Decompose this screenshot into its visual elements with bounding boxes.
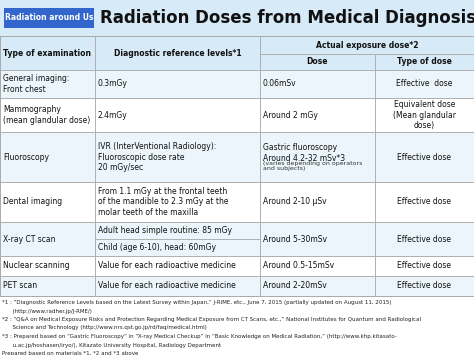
Bar bbox=[95, 222, 260, 239]
Text: (http://www.radher.jp/J-RME/): (http://www.radher.jp/J-RME/) bbox=[2, 308, 92, 313]
Bar bbox=[0, 70, 95, 98]
Text: Prepared based on materials *1, *2 and *3 above: Prepared based on materials *1, *2 and *… bbox=[2, 351, 138, 355]
Bar bbox=[0, 0, 474, 36]
Text: Effective  dose: Effective dose bbox=[396, 80, 453, 88]
Text: Effective dose: Effective dose bbox=[398, 235, 452, 244]
Text: Child (age 6-10), head: 60mGy: Child (age 6-10), head: 60mGy bbox=[98, 243, 216, 252]
Bar bbox=[260, 36, 474, 54]
Text: Science and Technology (http://www.nrs.qst.go.jp/rd/faq/medical.html): Science and Technology (http://www.nrs.q… bbox=[2, 326, 207, 331]
Bar bbox=[95, 222, 260, 256]
Bar bbox=[95, 70, 260, 98]
Text: Diagnostic reference levels*1: Diagnostic reference levels*1 bbox=[114, 49, 241, 58]
Text: Effective dose: Effective dose bbox=[398, 282, 452, 290]
Bar bbox=[0, 132, 95, 182]
Text: Around 2-20mSv: Around 2-20mSv bbox=[263, 282, 327, 290]
Text: Nuclear scanning: Nuclear scanning bbox=[3, 262, 70, 271]
Bar bbox=[95, 182, 260, 222]
Text: *3 : Prepared based on “Gastric Fluoroscopy” in “X-ray Medical Checkup” in “Basi: *3 : Prepared based on “Gastric Fluorosc… bbox=[2, 334, 397, 339]
Text: Effective dose: Effective dose bbox=[398, 153, 452, 162]
Text: Dose: Dose bbox=[307, 58, 328, 66]
Bar bbox=[260, 182, 375, 222]
Bar bbox=[0, 182, 95, 222]
Bar bbox=[375, 70, 474, 98]
Bar bbox=[375, 132, 474, 182]
Text: (varies depending on operators
and subjects): (varies depending on operators and subje… bbox=[263, 160, 363, 171]
Text: X-ray CT scan: X-ray CT scan bbox=[3, 235, 55, 244]
Text: Equivalent dose
(Mean glandular
dose): Equivalent dose (Mean glandular dose) bbox=[393, 100, 456, 130]
Text: Dental imaging: Dental imaging bbox=[3, 197, 62, 207]
Bar bbox=[375, 222, 474, 256]
Bar bbox=[375, 54, 474, 70]
Bar bbox=[95, 256, 260, 276]
Text: Gastric fluoroscopy
Around 4.2-32 mSv*3: Gastric fluoroscopy Around 4.2-32 mSv*3 bbox=[263, 143, 345, 163]
Text: IVR (InterVentional Radiology):
Fluoroscopic dose rate
20 mGy/sec: IVR (InterVentional Radiology): Fluorosc… bbox=[98, 142, 216, 172]
Bar bbox=[95, 98, 260, 132]
Text: Type of dose: Type of dose bbox=[397, 58, 452, 66]
Text: Actual exposure dose*2: Actual exposure dose*2 bbox=[316, 40, 418, 49]
Bar bbox=[260, 222, 375, 256]
Text: Adult head simple routine: 85 mGy: Adult head simple routine: 85 mGy bbox=[98, 226, 232, 235]
Text: 2.4mGy: 2.4mGy bbox=[98, 110, 128, 120]
Text: Radiation around Us: Radiation around Us bbox=[5, 13, 93, 22]
Text: Value for each radioactive medicine: Value for each radioactive medicine bbox=[98, 262, 236, 271]
Bar bbox=[0, 36, 95, 70]
Bar bbox=[260, 132, 375, 182]
Text: *2 : “Q&A on Medical Exposure Risks and Protection Regarding Medical Exposure fr: *2 : “Q&A on Medical Exposure Risks and … bbox=[2, 317, 421, 322]
Bar bbox=[95, 132, 260, 182]
Bar bbox=[0, 222, 95, 256]
Text: u.ac.jp/hoshasen/iryo/), Kitazato University Hospital, Radiology Department: u.ac.jp/hoshasen/iryo/), Kitazato Univer… bbox=[2, 343, 221, 348]
Bar bbox=[95, 239, 260, 256]
Bar bbox=[4, 8, 94, 28]
Bar bbox=[0, 276, 95, 296]
Text: General imaging:
Front chest: General imaging: Front chest bbox=[3, 74, 69, 94]
Text: 0.3mGy: 0.3mGy bbox=[98, 80, 128, 88]
Bar bbox=[375, 98, 474, 132]
Text: Radiation Doses from Medical Diagnosis: Radiation Doses from Medical Diagnosis bbox=[100, 9, 474, 27]
Bar bbox=[260, 54, 375, 70]
Text: 0.06mSv: 0.06mSv bbox=[263, 80, 297, 88]
Text: Around 5-30mSv: Around 5-30mSv bbox=[263, 235, 327, 244]
Text: Effective dose: Effective dose bbox=[398, 197, 452, 207]
Text: Around 0.5-15mSv: Around 0.5-15mSv bbox=[263, 262, 334, 271]
Bar bbox=[260, 70, 375, 98]
Bar bbox=[0, 36, 474, 296]
Bar bbox=[260, 276, 375, 296]
Bar bbox=[260, 98, 375, 132]
Bar bbox=[375, 276, 474, 296]
Text: Type of examination: Type of examination bbox=[3, 49, 91, 58]
Bar bbox=[375, 256, 474, 276]
Bar bbox=[95, 276, 260, 296]
Bar bbox=[260, 256, 375, 276]
Text: Mammography
(mean glandular dose): Mammography (mean glandular dose) bbox=[3, 105, 90, 125]
Bar bbox=[0, 256, 95, 276]
Text: Effective dose: Effective dose bbox=[398, 262, 452, 271]
Text: From 1.1 mGy at the frontal teeth
of the mandible to 2.3 mGy at the
molar teeth : From 1.1 mGy at the frontal teeth of the… bbox=[98, 187, 228, 217]
Text: Value for each radioactive medicine: Value for each radioactive medicine bbox=[98, 282, 236, 290]
Bar bbox=[375, 182, 474, 222]
Text: Fluoroscopy: Fluoroscopy bbox=[3, 153, 49, 162]
Bar bbox=[0, 98, 95, 132]
Text: Around 2-10 μSv: Around 2-10 μSv bbox=[263, 197, 327, 207]
Bar bbox=[95, 36, 260, 70]
Text: *1 : “Diagnostic Reference Levels based on the Latest Survey within Japan,” J-RI: *1 : “Diagnostic Reference Levels based … bbox=[2, 300, 392, 305]
Text: Around 2 mGy: Around 2 mGy bbox=[263, 110, 318, 120]
Text: PET scan: PET scan bbox=[3, 282, 37, 290]
